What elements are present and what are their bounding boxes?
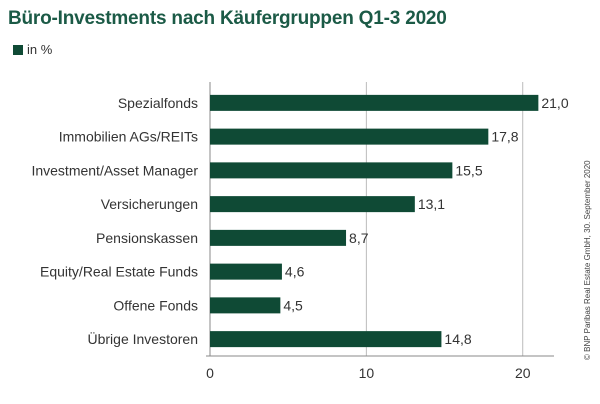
category-label-1: Immobilien AGs/REITs [59,129,198,145]
value-label-4: 8,7 [349,230,369,246]
value-label-6: 4,5 [283,297,303,313]
bar-3 [210,196,415,213]
bar-2 [210,162,453,179]
value-label-1: 17,8 [491,129,518,145]
value-label-2: 15,5 [455,162,482,178]
category-label-4: Pensionskassen [96,230,198,246]
copyright-credit: © BNP Paribas Real Estate GmbH, 30. Sept… [583,160,592,360]
category-label-5: Equity/Real Estate Funds [40,264,198,280]
category-label-3: Versicherungen [101,196,198,212]
bar-7 [210,331,442,348]
x-tick-label-0: 0 [206,365,214,381]
category-label-2: Investment/Asset Manager [31,162,198,178]
category-label-7: Übrige Investoren [87,330,198,347]
category-label-0: Spezialfonds [118,95,198,111]
bar-4 [210,229,347,246]
legend-label: in % [27,42,53,57]
bar-1 [210,128,489,145]
bar-5 [210,263,282,280]
value-label-0: 21,0 [541,95,568,111]
legend-swatch [13,44,23,55]
bar-0 [210,94,539,111]
category-label-6: Offene Fonds [113,297,198,313]
legend: in % [13,42,52,57]
value-label-5: 4,6 [285,264,305,280]
value-label-7: 14,8 [444,331,471,347]
x-tick-label-10: 10 [359,365,375,381]
value-label-3: 13,1 [418,196,445,212]
chart-title: Büro-Investments nach Käufergruppen Q1-3… [8,8,447,29]
x-tick-label-20: 20 [515,365,531,381]
bar-6 [210,297,281,314]
